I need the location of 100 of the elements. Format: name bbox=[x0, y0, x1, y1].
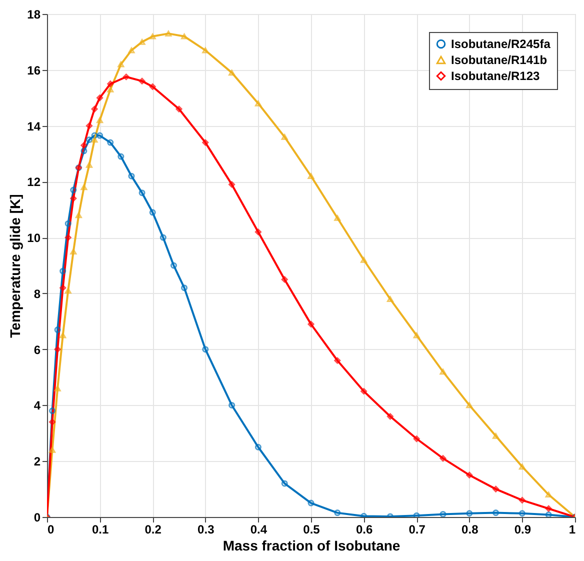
y-tick-label: 12 bbox=[27, 175, 41, 190]
point bbox=[228, 70, 236, 76]
point bbox=[118, 153, 124, 160]
point bbox=[149, 209, 156, 216]
point bbox=[360, 256, 368, 263]
point bbox=[128, 47, 135, 54]
point bbox=[202, 346, 209, 353]
point bbox=[149, 33, 156, 40]
point bbox=[96, 94, 104, 102]
point bbox=[70, 248, 77, 254]
point bbox=[80, 142, 88, 149]
y-tick-label: 4 bbox=[34, 398, 41, 413]
point bbox=[64, 288, 72, 294]
point bbox=[64, 234, 72, 241]
point bbox=[181, 33, 188, 40]
point bbox=[80, 148, 88, 154]
legend-label: Isobutane/R123 bbox=[451, 69, 540, 83]
point bbox=[80, 184, 88, 190]
legend-label: Isobutane/R141b bbox=[451, 53, 548, 67]
x-tick-label: 0.4 bbox=[250, 522, 268, 536]
x-tick-label: 1 bbox=[568, 522, 576, 536]
point bbox=[492, 433, 500, 439]
x-tick-label: 0.7 bbox=[408, 522, 426, 536]
x-tick-label: 0.6 bbox=[356, 522, 373, 536]
point bbox=[308, 500, 314, 506]
point bbox=[466, 510, 473, 517]
point bbox=[64, 220, 72, 227]
point bbox=[96, 117, 104, 124]
point bbox=[386, 413, 394, 420]
legend-label: Isobutane/R245fa bbox=[451, 37, 551, 51]
point bbox=[96, 132, 104, 139]
point bbox=[165, 30, 172, 36]
y-tick-label: 18 bbox=[27, 8, 41, 22]
point bbox=[70, 186, 77, 194]
point bbox=[308, 320, 314, 328]
y-tick-label: 2 bbox=[34, 454, 41, 469]
point bbox=[91, 136, 98, 143]
point bbox=[545, 492, 552, 498]
x-tick-label: 0.9 bbox=[514, 522, 532, 536]
point bbox=[86, 122, 92, 130]
point bbox=[160, 234, 166, 241]
y-tick-label: 0 bbox=[34, 510, 41, 524]
point bbox=[545, 505, 552, 512]
point bbox=[281, 276, 288, 283]
point bbox=[181, 284, 188, 292]
point bbox=[308, 173, 314, 179]
point bbox=[334, 510, 341, 516]
point bbox=[202, 139, 209, 146]
point bbox=[54, 346, 61, 353]
point bbox=[413, 436, 420, 442]
point bbox=[138, 190, 146, 196]
point bbox=[60, 268, 66, 274]
point bbox=[518, 510, 526, 517]
point bbox=[440, 510, 446, 517]
point bbox=[149, 83, 156, 90]
point bbox=[254, 100, 262, 106]
point bbox=[122, 74, 130, 80]
point bbox=[228, 181, 236, 188]
point bbox=[60, 332, 66, 338]
point bbox=[91, 106, 98, 112]
point bbox=[413, 332, 420, 338]
point bbox=[466, 472, 473, 478]
point bbox=[360, 388, 368, 394]
x-tick-label: 0.8 bbox=[462, 522, 479, 536]
point bbox=[107, 86, 114, 92]
point bbox=[545, 512, 552, 517]
point bbox=[281, 134, 288, 140]
y-tick-label: 10 bbox=[27, 231, 41, 246]
point bbox=[440, 368, 446, 375]
x-axis-title: Mass fraction of Isobutane bbox=[222, 538, 400, 554]
point bbox=[49, 447, 56, 453]
point bbox=[176, 106, 182, 112]
point bbox=[75, 212, 82, 218]
y-tick-label: 16 bbox=[27, 63, 41, 78]
y-axis-title: Temperature glide [K] bbox=[7, 194, 24, 338]
point bbox=[86, 162, 92, 168]
point bbox=[91, 132, 98, 139]
x-tick-label: 0.1 bbox=[92, 522, 109, 536]
point bbox=[107, 139, 114, 146]
point bbox=[281, 480, 288, 487]
point bbox=[49, 418, 56, 426]
y-tick-label: 8 bbox=[34, 286, 41, 301]
point bbox=[86, 136, 92, 143]
point bbox=[334, 357, 341, 364]
point bbox=[202, 47, 209, 54]
point bbox=[170, 262, 177, 269]
point bbox=[49, 408, 56, 414]
y-tick-label: 6 bbox=[34, 342, 41, 357]
point bbox=[118, 61, 124, 68]
point bbox=[138, 39, 146, 45]
x-tick-label: 0.5 bbox=[303, 522, 320, 536]
point bbox=[54, 386, 61, 392]
point bbox=[518, 464, 526, 470]
x-tick-label: 0 bbox=[48, 522, 54, 536]
point bbox=[413, 512, 420, 517]
point bbox=[128, 172, 135, 180]
x-tick-label: 0.2 bbox=[144, 522, 162, 536]
point bbox=[386, 296, 394, 302]
point bbox=[228, 402, 236, 408]
point bbox=[518, 496, 526, 504]
